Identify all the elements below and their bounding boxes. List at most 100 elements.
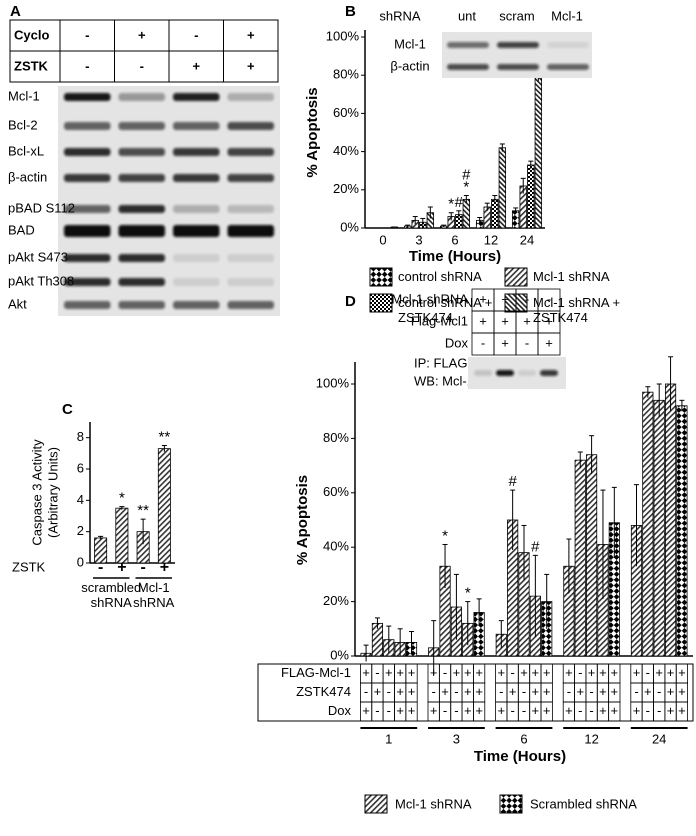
blot-band	[64, 225, 111, 237]
annotation: *	[442, 527, 448, 544]
blot-band	[447, 42, 489, 48]
condition-value: +	[543, 684, 551, 699]
condition-value: +	[633, 665, 641, 680]
inset-value: +	[523, 313, 531, 328]
condition-value: +	[520, 665, 528, 680]
blot-band	[118, 93, 165, 101]
blot-band	[173, 254, 220, 262]
condition-value: +	[475, 684, 483, 699]
condition-value: -	[657, 703, 661, 718]
y-tick-label: 0%	[330, 647, 349, 662]
panel-label: B	[345, 3, 356, 20]
condition-label: ZSTK474	[296, 684, 351, 699]
condition-value: -	[522, 703, 526, 718]
panel-label: C	[62, 401, 73, 418]
condition-value: +	[655, 665, 663, 680]
y-tick-label: 0%	[340, 219, 359, 234]
inset-blot-label: Mcl-1	[394, 36, 426, 51]
blot-band	[227, 278, 274, 286]
condition-value: -	[387, 684, 391, 699]
bar	[157, 448, 171, 564]
condition-value: +	[362, 665, 370, 680]
legend-label: Mcl-1 shRNA + ZSTK474	[533, 295, 621, 325]
legend-label: Mcl-1 shRNA	[533, 269, 610, 284]
blot-band	[497, 64, 539, 70]
blot-band	[227, 148, 274, 156]
x-tick-label: 24	[652, 731, 666, 746]
condition-value: +	[192, 58, 200, 73]
condition-value: +	[509, 684, 517, 699]
legend-label-box: Mcl-1 shRNA + ZSTK474	[533, 295, 621, 325]
blot-band	[227, 174, 274, 182]
x-tick-label: 1	[385, 731, 392, 746]
blot-label: β-actin	[8, 169, 47, 184]
condition-value: +	[362, 703, 370, 718]
condition-value: +	[611, 703, 619, 718]
group-label: Mcl-1 shRNA	[133, 580, 175, 610]
condition-value: +	[532, 665, 540, 680]
y-tick-label: 60%	[323, 484, 349, 499]
blot-band	[540, 370, 558, 376]
condition-value: +	[408, 684, 416, 699]
annotation: #	[531, 538, 540, 555]
x-tick-label: 0	[379, 232, 386, 247]
condition-value: +	[565, 665, 573, 680]
blot-band	[547, 64, 589, 70]
condition-value: +	[599, 665, 607, 680]
inset-column: Mcl-1	[551, 8, 583, 23]
condition-value: +	[374, 684, 382, 699]
y-tick-label: 20%	[323, 593, 349, 608]
blot-band	[118, 174, 165, 182]
legend-swatch	[504, 267, 528, 287]
bar	[642, 391, 654, 657]
legend-label-box: control shRNA + ZSTK474	[398, 295, 492, 325]
condition-value: -	[364, 684, 368, 699]
y-axis-title: % Apoptosis	[294, 475, 311, 565]
blot-label: pBAD S112	[8, 200, 75, 215]
bar	[527, 164, 535, 229]
inset-value: +	[501, 313, 509, 328]
annotation: #	[462, 166, 471, 183]
condition-value: -	[432, 684, 436, 699]
condition-value: +	[532, 684, 540, 699]
blot-label: pAkt Th308	[8, 273, 74, 288]
legend-label: Mcl-1 shRNA	[395, 796, 472, 811]
blot-band	[118, 278, 165, 286]
condition-value: +	[441, 684, 449, 699]
y-axis-title: Caspase 3 Activity	[29, 439, 44, 546]
inset-value: -	[525, 291, 529, 306]
condition-value: +	[599, 684, 607, 699]
blot-band	[64, 148, 111, 156]
inset-value: +	[479, 313, 487, 328]
condition-value: +	[464, 703, 472, 718]
condition-value: -	[646, 703, 650, 718]
condition-value: +	[475, 703, 483, 718]
blot-band	[118, 301, 165, 309]
y-tick-label: 40%	[333, 143, 359, 158]
condition-value: +	[565, 703, 573, 718]
bar	[653, 399, 665, 657]
condition-value: -	[443, 665, 447, 680]
blot-band	[518, 370, 536, 376]
condition-value: +	[497, 665, 505, 680]
condition-value: +	[599, 703, 607, 718]
inset-value: +	[479, 291, 487, 306]
inset-value: +	[545, 335, 553, 350]
condition-value: -	[194, 27, 198, 42]
bar	[491, 198, 499, 229]
bar	[115, 507, 129, 564]
condition-value: -	[387, 703, 391, 718]
inset-value: +	[545, 313, 553, 328]
condition-value: -	[454, 703, 458, 718]
blot-label: Bcl-2	[8, 117, 38, 132]
legend-label-box: control shRNA	[398, 269, 482, 284]
blot-band	[64, 174, 111, 182]
blot-band	[173, 301, 220, 309]
x-tick-label: 3	[453, 731, 460, 746]
x-tick-label: +	[117, 559, 126, 576]
legend-swatch	[369, 267, 393, 287]
condition-value: -	[499, 684, 503, 699]
inset-row-label: Dox	[445, 335, 469, 350]
condition-value: +	[678, 665, 686, 680]
blot-band	[227, 301, 274, 309]
